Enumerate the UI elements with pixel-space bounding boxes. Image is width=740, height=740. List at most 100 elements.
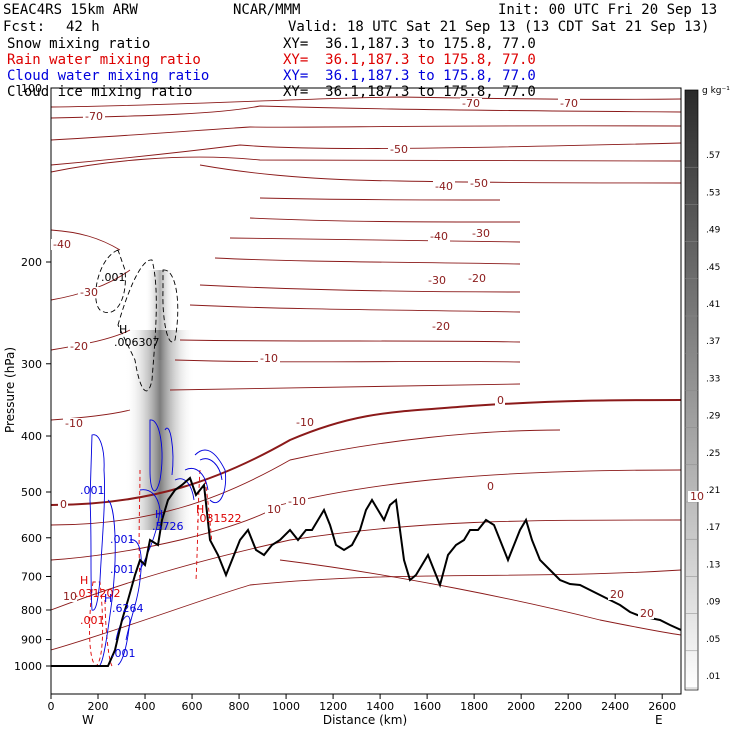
contour-label: 10 (690, 490, 704, 503)
contour-label: -10 (260, 352, 278, 365)
contour-label: -10 (288, 495, 306, 508)
contour-label: -70 (462, 97, 480, 110)
colorbar-label: .05 (706, 635, 720, 645)
colorbar-label: .21 (706, 486, 720, 496)
colorbar-label: .25 (706, 449, 720, 459)
x-tick-label: 200 (88, 700, 109, 713)
field-label: H (80, 574, 88, 587)
contour-label: -10 (296, 416, 314, 429)
legend-xy: XY= 36.1,187.3 to 175.8, 77.0 (283, 36, 536, 52)
init-label: Init: 00 UTC Fri 20 Sep 13 (498, 2, 718, 18)
y-tick-label: 600 (21, 532, 42, 545)
fcst-value: 42 h (66, 19, 100, 35)
colorbar-label: .41 (706, 300, 720, 310)
field-label: H (119, 323, 127, 336)
contour-label-bg (258, 353, 280, 364)
contour-label: 20 (610, 588, 624, 601)
org-label: NCAR/MMM (233, 2, 301, 18)
contour-label-bg (495, 395, 505, 406)
contour-label-bg (68, 341, 90, 352)
x-tick-label: 1800 (460, 700, 488, 713)
contour-label: -30 (472, 227, 490, 240)
isotherm-minus-35 (229, 237, 521, 243)
isotherm-zero (51, 399, 681, 506)
colorbar-label: .01 (706, 672, 720, 682)
contour-label-bg (61, 591, 77, 602)
contour-label-bg (286, 496, 308, 507)
contour-label: -40 (435, 180, 453, 193)
contour-labels: -70 -70 -70 -50 -50 -40 -40 -40 -30 -30 -30 -20 -20 -… (51, 97, 704, 620)
fcst-label: Fcst: (3, 19, 46, 35)
contour-label: -50 (390, 143, 408, 156)
x-tick-label: 800 (229, 700, 250, 713)
contour-label: -30 (80, 286, 98, 299)
snow-shading (145, 270, 175, 360)
isotherm-minus-30 (214, 257, 521, 265)
isotherm-minus-25 (199, 284, 521, 293)
west-label: W (82, 713, 94, 727)
y-tick-label: 900 (21, 634, 42, 647)
temperature-contours (51, 96, 681, 651)
y-tick-label: 500 (21, 486, 42, 499)
snow-shading (125, 330, 195, 530)
isotherm-minus-60 (51, 125, 681, 141)
y-tick-label: 200 (21, 256, 42, 269)
field-label: .5726 (152, 520, 184, 533)
isotherm-minus-10 (174, 359, 521, 363)
contour-label: -70 (85, 110, 103, 123)
contour-label: -20 (432, 320, 450, 333)
contour-label: -40 (430, 230, 448, 243)
contour-label: 0 (60, 498, 67, 511)
contour-label-bg (688, 491, 704, 502)
contour-label: 20 (640, 607, 654, 620)
x-tick-label: 1200 (319, 700, 347, 713)
contour-label-bg (265, 504, 281, 515)
colorbar-unit: g kg⁻¹ (702, 86, 730, 96)
y-axis-title: Pressure (hPa) (3, 347, 17, 433)
isotherm-minus-15 (179, 339, 521, 343)
snow-contours (95, 249, 179, 392)
contour-label-bg (608, 589, 624, 600)
isotherm-minus-65 (51, 105, 681, 119)
y-tick-label: 300 (21, 358, 42, 371)
contour-label: -40 (53, 238, 71, 251)
x-tick-label: 1400 (366, 700, 394, 713)
y-tick-label: 800 (21, 604, 42, 617)
isotherm-minus-42 (259, 197, 501, 201)
contour-label: 0 (497, 394, 504, 407)
field-label: H (196, 503, 204, 516)
plot-frame (50, 87, 682, 695)
x-tick-label: 1000 (272, 700, 300, 713)
isotherm-minus-45 (199, 164, 681, 184)
x-tick-label: 2000 (507, 700, 535, 713)
field-label: .6264 (112, 602, 144, 615)
colorbar-label: .57 (706, 151, 720, 161)
isotherm-minus-50 (51, 156, 681, 173)
contour-label: -20 (70, 340, 88, 353)
legend-xy: XY= 36.1,187.3 to 175.8, 77.0 (283, 68, 536, 84)
contour-label: 10 (267, 503, 281, 516)
contour-label-bg (426, 275, 448, 286)
field-label: .001 (110, 533, 135, 546)
x-tick-label: 2600 (648, 700, 676, 713)
field-label: H (104, 592, 112, 605)
field-label: .001 (80, 484, 105, 497)
contour-label: 10 (63, 590, 77, 603)
field-label: .031202 (75, 587, 121, 600)
colorbar-label: .17 (706, 523, 720, 533)
field-label: H (155, 508, 163, 521)
y-top-label: 100 (21, 82, 42, 95)
x-tick-label: 2400 (601, 700, 629, 713)
contour-label-bg (430, 321, 452, 332)
x-tick-label: 1600 (413, 700, 441, 713)
contour-label-bg (58, 499, 68, 510)
contour-label: -20 (468, 272, 486, 285)
contour-label-bg (466, 273, 488, 284)
contour-label: 0 (487, 480, 494, 493)
colorbar-label: .29 (706, 412, 721, 422)
contour-label-bg (433, 181, 455, 192)
y-ticks: 200 300 400 500 600 700 800 900 1000 100 (14, 82, 51, 673)
colorbar-label: .37 (706, 337, 720, 347)
contour-label-bg (638, 608, 654, 619)
field-label: .001 (110, 563, 135, 576)
